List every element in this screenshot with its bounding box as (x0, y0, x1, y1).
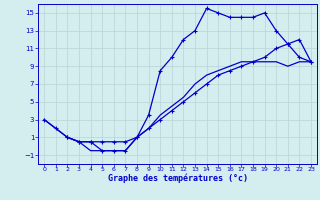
X-axis label: Graphe des températures (°c): Graphe des températures (°c) (108, 174, 248, 183)
